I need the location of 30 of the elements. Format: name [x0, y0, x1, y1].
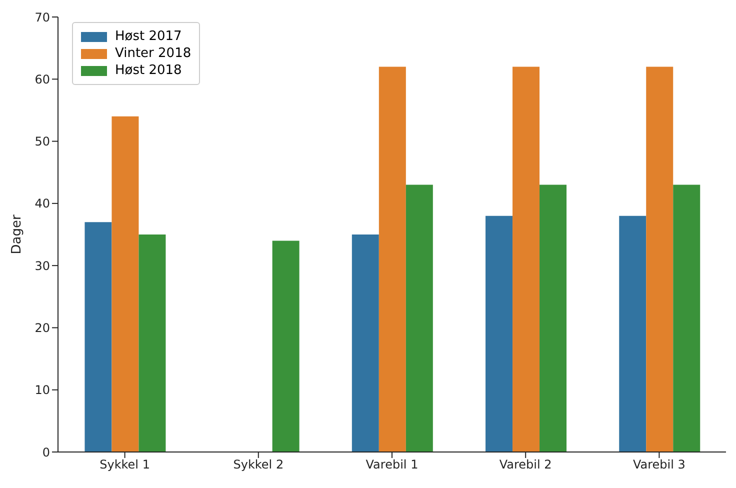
- y-tick-label: 60: [34, 72, 50, 86]
- y-tick-label: 0: [42, 445, 50, 460]
- y-axis-title: Dager: [10, 214, 25, 254]
- y-tick-label: 70: [34, 10, 50, 24]
- y-tick-label: 50: [34, 134, 50, 149]
- legend-label: Høst 2018: [115, 63, 182, 78]
- bar: [352, 234, 379, 452]
- bar: [406, 184, 433, 452]
- legend-label: Vinter 2018: [115, 46, 192, 61]
- bar: [673, 184, 700, 452]
- x-tick-label: Sykkel 1: [100, 458, 150, 472]
- x-tick-label: Varebil 1: [366, 458, 418, 472]
- bar: [84, 222, 112, 452]
- bar: [486, 216, 513, 452]
- bar: [272, 240, 300, 452]
- x-tick-label: Varebil 2: [499, 458, 552, 472]
- legend-label: Høst 2017: [115, 29, 182, 44]
- y-tick-label: 10: [34, 383, 50, 398]
- y-tick-label: 30: [34, 258, 50, 273]
- bar: [378, 66, 406, 452]
- bar: [112, 116, 139, 452]
- y-tick-label: 40: [34, 196, 50, 211]
- bar: [512, 66, 540, 452]
- x-tick-label: Varebil 3: [632, 458, 686, 472]
- bar: [646, 66, 674, 452]
- y-tick-label: 20: [34, 320, 50, 335]
- bar: [619, 216, 646, 452]
- bar: [540, 184, 567, 452]
- bar: [138, 234, 166, 452]
- x-tick-label: Sykkel 2: [233, 458, 284, 472]
